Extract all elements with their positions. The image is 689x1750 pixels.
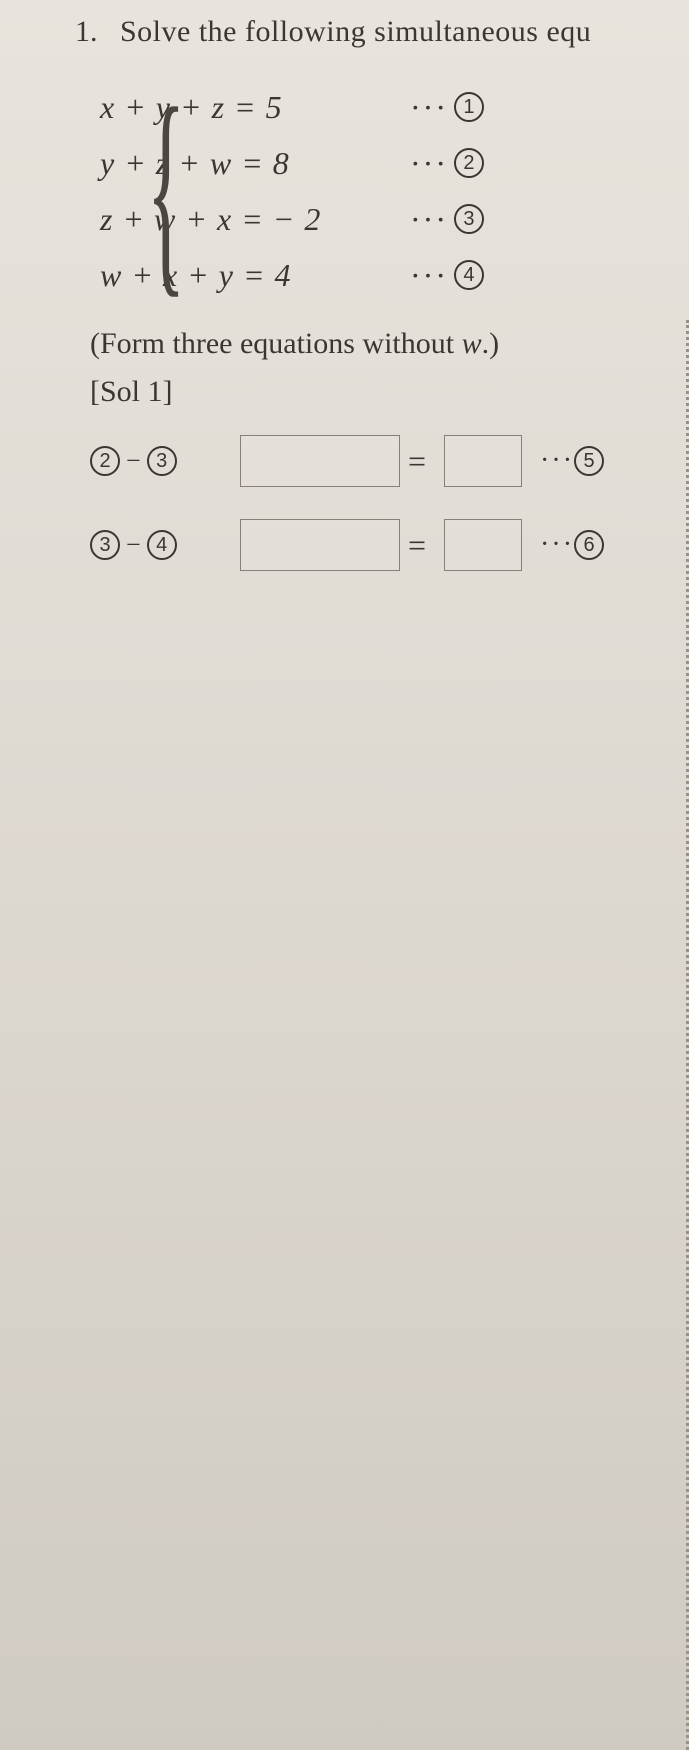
circled-number: 2	[454, 148, 484, 178]
dots: ···	[540, 529, 574, 561]
dots: ···	[410, 201, 448, 238]
circled-number: 3	[90, 530, 120, 560]
circled-number: 2	[90, 446, 120, 476]
solution-difference: 3 − 4	[90, 530, 240, 560]
dots: ···	[540, 445, 574, 477]
answer-box-rhs[interactable]	[444, 519, 522, 571]
left-brace: {	[147, 84, 186, 294]
hint-suffix: .)	[482, 327, 500, 360]
answer-box-rhs[interactable]	[444, 435, 522, 487]
solution-difference: 2 − 3	[90, 446, 240, 476]
question-text: Solve the following simultaneous equ	[120, 15, 659, 49]
circled-number: 5	[574, 446, 604, 476]
answer-box-lhs[interactable]	[240, 519, 400, 571]
minus-sign: −	[126, 446, 141, 476]
equals-sign: =	[408, 443, 426, 480]
answer-box-lhs[interactable]	[240, 435, 400, 487]
circled-number: 4	[454, 260, 484, 290]
dots: ···	[410, 89, 448, 126]
equals-sign: =	[408, 527, 426, 564]
circled-number: 3	[454, 204, 484, 234]
dots: ···	[410, 145, 448, 182]
hint-prefix: (Form three equations without	[90, 327, 462, 360]
question-number: 1.	[75, 15, 98, 49]
hint-text: (Form three equations without w.)	[90, 327, 659, 361]
circled-number: 4	[147, 530, 177, 560]
equation-system: { x + y + z = 5 ··· 1 y + z + w = 8 ··· …	[100, 79, 659, 303]
circled-number: 3	[147, 446, 177, 476]
minus-sign: −	[126, 530, 141, 560]
solution-row: 2 − 3 = ··· 5	[90, 429, 659, 493]
solution-label: [Sol 1]	[90, 375, 659, 409]
dots: ···	[410, 257, 448, 294]
circled-number: 1	[454, 92, 484, 122]
solution-row: 3 − 4 = ··· 6	[90, 513, 659, 577]
hint-var: w	[462, 327, 482, 360]
circled-number: 6	[574, 530, 604, 560]
